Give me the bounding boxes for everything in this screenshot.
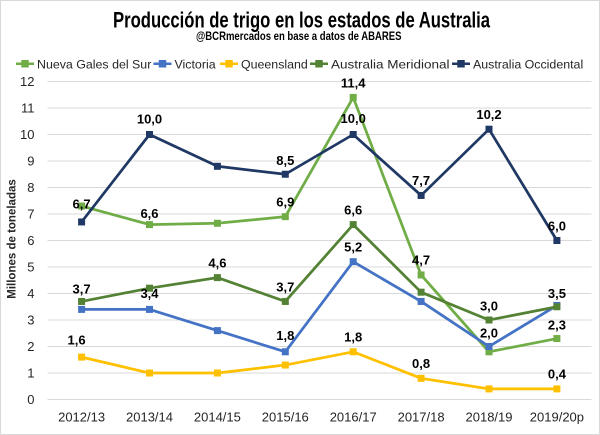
svg-text:3,7: 3,7: [73, 282, 91, 297]
svg-text:1: 1: [27, 366, 34, 381]
svg-text:6,6: 6,6: [140, 206, 158, 221]
svg-text:4,6: 4,6: [208, 255, 226, 270]
svg-text:3,4: 3,4: [140, 286, 159, 301]
svg-text:2013/14: 2013/14: [126, 410, 173, 425]
svg-text:10: 10: [20, 127, 34, 142]
svg-text:Australia Occidental: Australia Occidental: [473, 57, 583, 71]
svg-text:2018/19: 2018/19: [466, 410, 513, 425]
svg-text:@BCRmercados en base a datos d: @BCRmercados en base a datos de ABARES: [196, 29, 402, 43]
svg-text:10,0: 10,0: [137, 112, 162, 127]
svg-text:4,7: 4,7: [412, 253, 430, 268]
svg-text:6,6: 6,6: [344, 202, 362, 217]
svg-text:5,2: 5,2: [344, 239, 362, 254]
svg-text:12: 12: [20, 74, 34, 89]
svg-text:0,4: 0,4: [548, 367, 567, 382]
svg-text:6,0: 6,0: [548, 219, 566, 234]
svg-text:6,9: 6,9: [276, 194, 294, 209]
svg-text:11,4: 11,4: [341, 75, 366, 90]
svg-text:2016/17: 2016/17: [330, 410, 377, 425]
svg-text:3: 3: [27, 313, 34, 328]
svg-text:2,3: 2,3: [548, 317, 566, 332]
svg-text:8,5: 8,5: [276, 153, 294, 168]
svg-text:3,0: 3,0: [480, 299, 498, 314]
svg-text:11: 11: [21, 101, 35, 116]
svg-text:Queensland: Queensland: [241, 57, 308, 71]
svg-text:7: 7: [27, 207, 34, 222]
svg-text:2017/18: 2017/18: [398, 410, 445, 425]
svg-text:Australia Meridional: Australia Meridional: [331, 57, 450, 71]
svg-text:Millones de toneladas: Millones de toneladas: [6, 179, 18, 299]
svg-text:9: 9: [27, 154, 34, 169]
svg-text:2012/13: 2012/13: [58, 410, 105, 425]
svg-text:1,6: 1,6: [68, 333, 86, 348]
svg-text:7,7: 7,7: [412, 173, 430, 188]
svg-text:2019/20p: 2019/20p: [530, 410, 584, 425]
svg-text:3,7: 3,7: [276, 279, 294, 294]
svg-text:Nueva Gales del Sur: Nueva Gales del Sur: [37, 57, 151, 71]
svg-text:3,5: 3,5: [548, 286, 566, 301]
svg-text:1,8: 1,8: [344, 330, 362, 345]
svg-text:Victoria: Victoria: [175, 57, 216, 71]
svg-text:10,0: 10,0: [341, 111, 366, 126]
svg-text:2: 2: [27, 339, 34, 354]
svg-text:2,0: 2,0: [480, 325, 498, 340]
svg-text:10,2: 10,2: [476, 107, 501, 122]
svg-text:4: 4: [27, 286, 34, 301]
svg-text:2014/15: 2014/15: [194, 410, 241, 425]
svg-text:6,7: 6,7: [73, 196, 91, 211]
svg-text:5: 5: [27, 260, 34, 275]
svg-text:0,8: 0,8: [412, 356, 430, 371]
svg-text:2015/16: 2015/16: [262, 410, 309, 425]
svg-text:8: 8: [27, 180, 34, 195]
svg-text:Producción de trigo en los est: Producción de trigo en los estados de Au…: [113, 8, 490, 33]
svg-text:6: 6: [27, 233, 34, 248]
svg-text:0: 0: [27, 392, 34, 407]
svg-text:1,8: 1,8: [276, 328, 294, 343]
